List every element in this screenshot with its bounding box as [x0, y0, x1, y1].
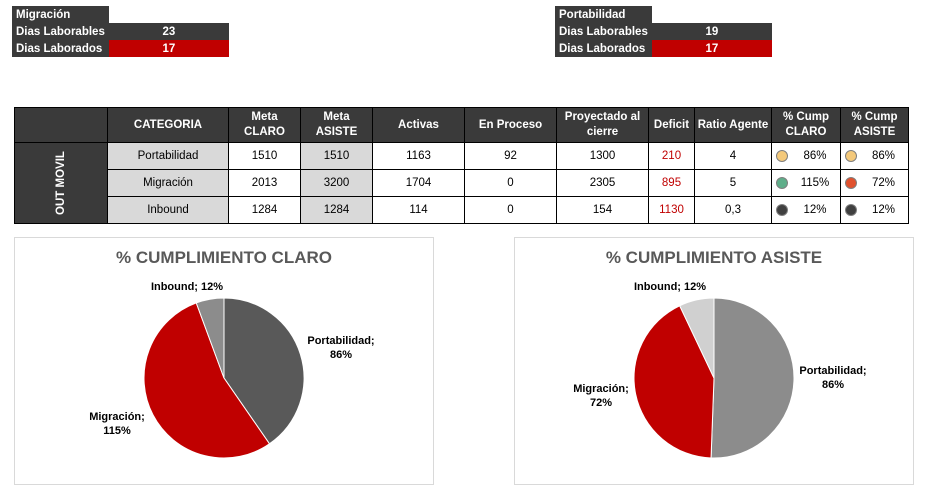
pie-slice-portabilidad — [710, 297, 795, 459]
pie-slice-migracin — [633, 305, 715, 459]
table-row: Migración 2013 3200 1704 0 2305 895 5 11… — [15, 169, 909, 197]
cell-meta-claro: 2013 — [228, 169, 301, 197]
cell-cump-claro: 12% — [771, 196, 841, 224]
cell-proyectado: 2305 — [556, 169, 649, 197]
table-header-row: CATEGORIA Meta CLARO Meta ASISTE Activas E… — [14, 107, 909, 143]
header-cump-asiste: % Cump ASISTE — [840, 107, 909, 143]
info-value: 19 — [651, 23, 772, 40]
info-label: Dias Laborables — [555, 23, 652, 40]
header-en-proceso: En Proceso — [464, 107, 557, 143]
cell-activas: 114 — [372, 196, 465, 224]
cell-deficit: 1130 — [648, 196, 695, 224]
status-dot-icon — [845, 177, 857, 189]
portabilidad-info-table: Portabilidad Dias Laborables 19 Dias Labo… — [555, 6, 772, 57]
info-label: Dias Laborables — [12, 23, 109, 40]
cell-categoria: Portabilidad — [107, 142, 229, 170]
corner-cell — [14, 107, 108, 143]
status-dot-icon — [776, 204, 788, 216]
status-dot-icon — [845, 150, 857, 162]
cell-activas: 1704 — [372, 169, 465, 197]
slice-label: Migración; 115% — [89, 411, 145, 437]
cell-activas: 1163 — [372, 142, 465, 170]
cell-deficit: 895 — [648, 169, 695, 197]
pie-chart-asiste: Portabilidad; 86% Migración; 72% Inbound; 12… — [573, 281, 867, 459]
cell-ratio: 5 — [694, 169, 772, 197]
header-categoria: CATEGORIA — [107, 107, 229, 143]
slice-label: Portabilidad; 86% — [799, 365, 866, 391]
info-value: 17 — [108, 40, 229, 57]
slice-label: Inbound; 12% — [151, 281, 223, 293]
chart-title: % CUMPLIMIENTO ASISTE — [605, 248, 823, 267]
info-label: Dias Laborados — [555, 40, 652, 57]
info-title: Portabilidad — [555, 6, 652, 23]
cell-cump-asiste: 86% — [840, 142, 909, 170]
out-movil-table: CATEGORIA Meta CLARO Meta ASISTE Activas E… — [14, 107, 909, 224]
cell-meta-asiste: 3200 — [300, 169, 373, 197]
cell-deficit: 210 — [648, 142, 695, 170]
cell-cump-claro: 86% — [771, 142, 841, 170]
cell-en-proceso: 0 — [464, 196, 557, 224]
header-activas: Activas — [372, 107, 465, 143]
header-meta-claro: Meta CLARO — [228, 107, 301, 143]
slice-label: Portabilidad; 86% — [307, 335, 374, 361]
header-ratio: Ratio Agente — [694, 107, 772, 143]
cell-meta-claro: 1284 — [228, 196, 301, 224]
cell-proyectado: 154 — [556, 196, 649, 224]
cell-cump-claro: 115% — [771, 169, 841, 197]
status-dot-icon — [845, 204, 857, 216]
group-label-cell: OUT MOVIL — [14, 142, 108, 224]
cell-ratio: 0,3 — [694, 196, 772, 224]
pie-chart-claro: Portabilidad; 86% Migración; 115% Inbound; 1… — [89, 281, 375, 459]
cell-en-proceso: 0 — [464, 169, 557, 197]
chart-cumplimiento-asiste: % CUMPLIMIENTO ASISTE Portabilidad; 86% Mi… — [514, 237, 914, 485]
slice-label: Migración; 72% — [573, 383, 629, 409]
cell-cump-asiste: 12% — [840, 196, 909, 224]
pie-slice-migracin — [143, 302, 271, 459]
chart-cumplimiento-claro: % CUMPLIMIENTO CLARO Portabilidad; 86% Mig… — [14, 237, 434, 485]
header-proyectado: Proyectado al cierre — [556, 107, 649, 143]
cell-categoria: Migración — [107, 169, 229, 197]
pie-slice-inbound — [195, 297, 225, 379]
info-label: Dias Laborados — [12, 40, 109, 57]
header-deficit: Deficit — [648, 107, 695, 143]
info-value: 17 — [651, 40, 772, 57]
info-title: Migración — [12, 6, 109, 23]
status-dot-icon — [776, 150, 788, 162]
cell-categoria: Inbound — [107, 196, 229, 224]
cell-proyectado: 1300 — [556, 142, 649, 170]
table-row: OUT MOVIL Portabilidad 1510 1510 1163 92… — [14, 142, 909, 224]
info-value: 23 — [108, 23, 229, 40]
slice-label: Inbound; 12% — [634, 281, 706, 293]
group-label: OUT MOVIL — [55, 151, 67, 215]
status-dot-icon — [776, 177, 788, 189]
cell-meta-asiste: 1284 — [300, 196, 373, 224]
cell-ratio: 4 — [694, 142, 772, 170]
cell-en-proceso: 92 — [464, 142, 557, 170]
header-meta-asiste: Meta ASISTE — [300, 107, 373, 143]
table-row: Inbound 1284 1284 114 0 154 1130 0,3 12%… — [15, 196, 909, 224]
cell-meta-claro: 1510 — [228, 142, 301, 170]
chart-title: % CUMPLIMIENTO CLARO — [116, 248, 332, 267]
cell-meta-asiste: 1510 — [300, 142, 373, 170]
header-cump-claro: % Cump CLARO — [771, 107, 841, 143]
migracion-info-table: Migración Dias Laborables 23 Dias Laborad… — [12, 6, 229, 57]
pie-slice-inbound — [679, 297, 715, 379]
pie-slice-portabilidad — [223, 297, 305, 445]
cell-cump-asiste: 72% — [840, 169, 909, 197]
